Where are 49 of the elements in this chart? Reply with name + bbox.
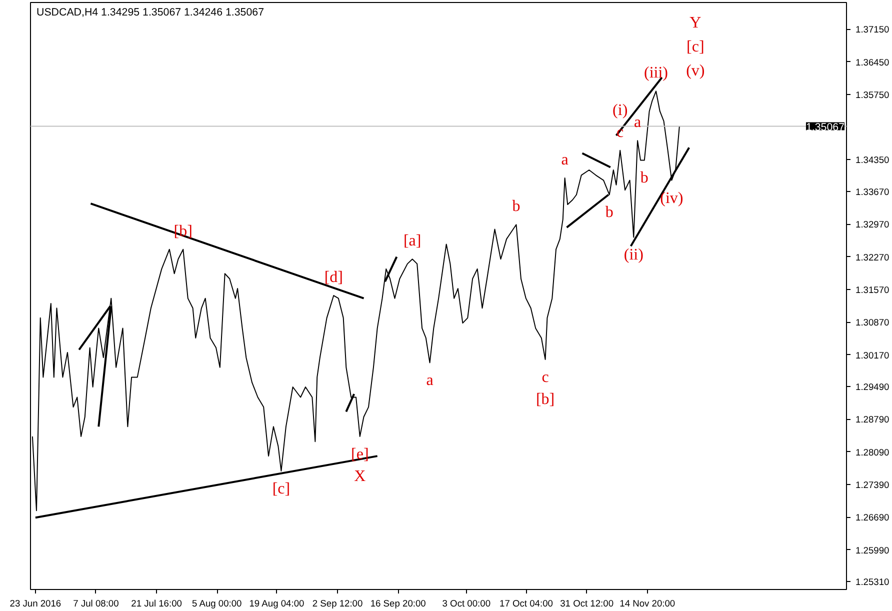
y-tick-label: 1.36450 [856,57,890,68]
x-tick-label: 16 Sep 20:00 [370,598,426,608]
annotation: [c] [686,38,704,56]
x-tick-label: 7 Jul 08:00 [73,598,119,608]
annotation: X [354,468,366,485]
annotation: [d] [324,269,343,286]
chart-title: USDCAD,H4 1.34295 1.35067 1.34246 1.35067 [36,6,264,18]
annotation: a [561,151,568,168]
y-tick-label: 1.33670 [856,186,890,197]
annotation: [a] [403,232,422,250]
annotation: b [605,204,614,222]
annotation: (iii) [644,64,668,82]
x-tick-label: 21 Jul 16:00 [131,598,182,608]
annotation: (ii) [624,246,644,264]
y-tick-label: 1.31570 [856,284,890,295]
y-tick-label: 1.26690 [856,512,890,523]
y-tick-label: 1.28090 [856,447,890,458]
x-tick-label: 31 Oct 12:00 [560,598,614,608]
y-tick-label: 1.25310 [856,577,890,588]
annotation: [b] [536,390,555,408]
x-tick-label: 5 Aug 00:00 [192,598,242,608]
y-tick-label: 1.37150 [856,24,890,35]
y-tick-label: 1.32270 [856,252,890,262]
annotation: [c] [272,480,290,498]
ref-line-label: 1.35067 [806,121,845,134]
annotation: a [426,372,434,390]
annotation: a [634,114,642,132]
x-tick-label: 23 Jun 2016 [10,598,62,608]
y-tick-label: 1.32970 [856,220,890,230]
annotation: b [512,198,520,216]
x-tick-label: 19 Aug 04:00 [249,598,304,608]
x-tick-label: 14 Nov 20:00 [620,598,676,608]
annotation: c [542,368,549,386]
annotation: (iv) [660,190,684,207]
y-tick-label: 1.28790 [856,414,890,425]
annotation: Y [690,14,702,32]
x-tick-label: 3 Oct 00:00 [442,598,491,608]
annotation: (i) [612,102,628,119]
y-tick-label: 1.35750 [856,90,890,100]
annotation: b [640,170,648,187]
y-tick-label: 1.30170 [856,350,890,360]
x-tick-label: 2 Sep 12:00 [312,598,363,608]
annotation: (v) [686,62,705,80]
y-tick-label: 1.29490 [856,382,890,392]
y-tick-label: 1.30870 [856,318,890,328]
x-tick-label: 17 Oct 04:00 [500,598,553,608]
y-tick-label: 1.27390 [856,480,890,490]
y-tick-label: 1.25990 [856,545,890,556]
y-tick-label: 1.34350 [856,155,890,166]
